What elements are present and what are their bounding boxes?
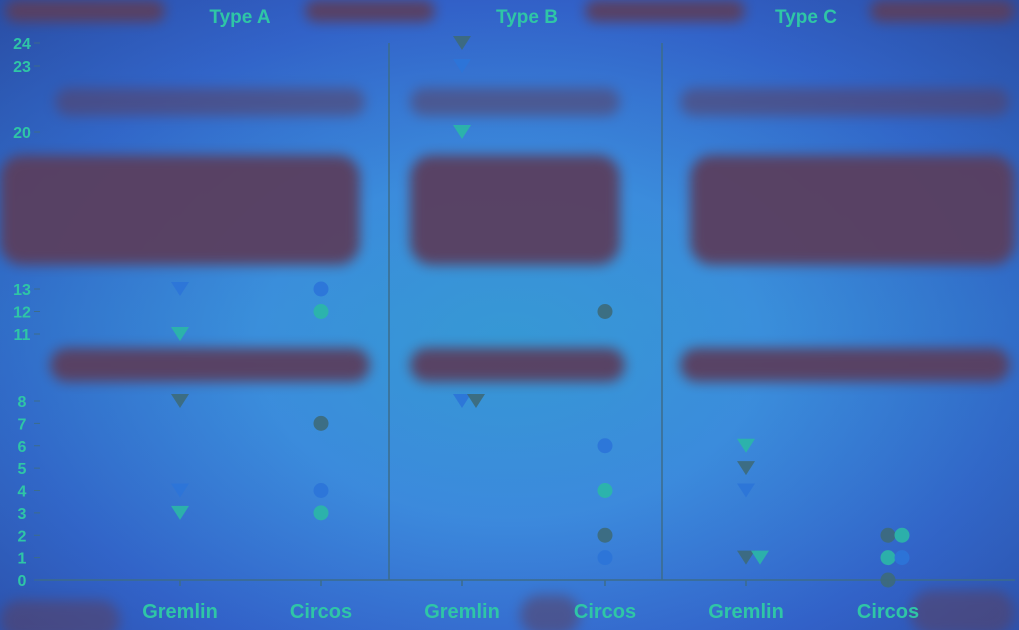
facet-title: Type B xyxy=(496,7,558,28)
gremlin-marker xyxy=(453,59,471,73)
gremlin-marker xyxy=(171,394,189,408)
gremlin-marker xyxy=(737,550,755,565)
blob-mid-3 xyxy=(680,348,1010,382)
circos-marker xyxy=(597,550,613,566)
y-tick-label: 2 xyxy=(18,528,27,545)
blob-bottom-1 xyxy=(0,600,120,630)
circos-marker xyxy=(597,304,613,319)
circos-marker xyxy=(313,281,329,297)
blob-row-1a xyxy=(55,88,365,116)
blob-bottom-3 xyxy=(910,590,1015,630)
circos-marker xyxy=(880,572,896,588)
x-tick-label: Gremlin xyxy=(142,601,218,623)
gremlin-marker xyxy=(453,394,471,408)
y-tick-label: 5 xyxy=(18,461,27,478)
blob-row-1b xyxy=(410,88,620,116)
gremlin-marker xyxy=(171,483,189,498)
gremlin-marker xyxy=(751,550,769,565)
circos-marker xyxy=(597,483,613,498)
circos-marker xyxy=(597,527,613,543)
y-tick-label: 20 xyxy=(13,125,31,142)
y-tick-label: 6 xyxy=(18,439,27,456)
x-tick-label: Circos xyxy=(857,601,919,623)
y-tick-label: 23 xyxy=(13,59,31,76)
circos-marker xyxy=(880,550,896,566)
y-tick-label: 8 xyxy=(18,394,27,411)
y-tick-label: 11 xyxy=(14,327,31,344)
gremlin-marker xyxy=(171,282,189,296)
circos-marker xyxy=(313,505,329,521)
circos-marker xyxy=(313,304,329,319)
y-tick-label: 7 xyxy=(18,416,27,433)
blob-top-4 xyxy=(870,0,1015,22)
gremlin-marker xyxy=(737,461,755,476)
x-tick-label: Circos xyxy=(290,601,352,623)
blob-mid-2 xyxy=(410,348,625,382)
gremlin-marker xyxy=(467,394,485,408)
circos-marker xyxy=(313,415,329,431)
circos-marker xyxy=(880,527,896,543)
blob-big-3 xyxy=(690,155,1015,265)
gremlin-marker xyxy=(453,36,471,50)
gremlin-marker xyxy=(737,438,755,453)
blob-big-2 xyxy=(410,155,620,265)
gremlin-marker xyxy=(453,125,471,139)
y-tick-label: 0 xyxy=(18,573,27,590)
y-tick-label: 3 xyxy=(18,506,27,523)
x-tick-label: Gremlin xyxy=(708,601,784,623)
x-tick-label: Gremlin xyxy=(424,601,500,623)
blob-big-1 xyxy=(0,155,360,265)
circos-marker xyxy=(894,550,910,566)
x-tick-label: Circos xyxy=(574,601,636,623)
blob-top-3 xyxy=(585,0,745,22)
circos-marker xyxy=(597,438,613,454)
y-tick-label: 24 xyxy=(13,36,31,53)
y-tick-label: 1 xyxy=(18,551,27,568)
gremlin-marker xyxy=(737,483,755,498)
y-tick-label: 13 xyxy=(13,282,31,299)
blob-row-1c xyxy=(680,88,1010,116)
facet-title: Type A xyxy=(209,7,271,28)
facet-title: Type C xyxy=(775,7,837,28)
blob-top-2 xyxy=(305,0,435,22)
circos-marker xyxy=(894,527,910,543)
blob-top-1 xyxy=(5,0,165,22)
gremlin-marker xyxy=(171,505,189,520)
y-tick-label: 12 xyxy=(13,305,31,322)
blob-bottom-2 xyxy=(520,595,580,630)
circos-marker xyxy=(313,483,329,498)
blob-mid-1 xyxy=(50,348,370,382)
gremlin-marker xyxy=(171,327,189,341)
y-tick-label: 4 xyxy=(18,484,27,501)
